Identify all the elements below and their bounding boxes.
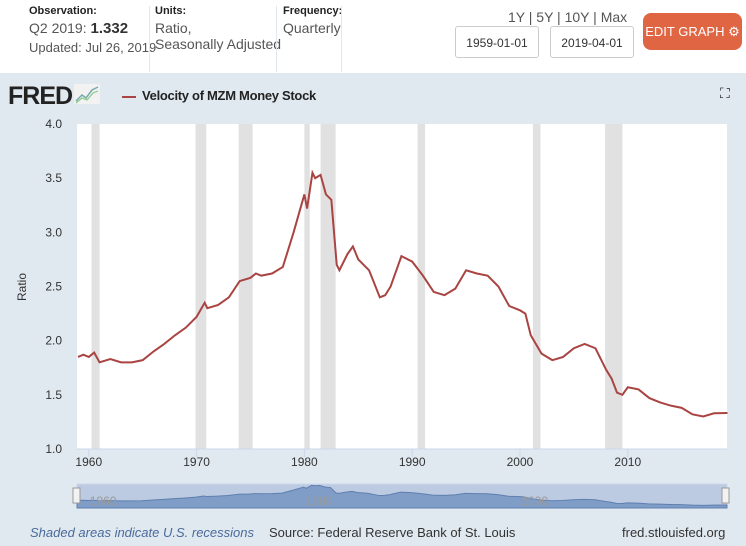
- observation-label: Observation:: [29, 5, 97, 17]
- updated-date: Updated: Jul 26, 2019: [29, 40, 157, 55]
- recession-band: [320, 124, 336, 449]
- y-tick-label: 1.0: [45, 442, 62, 456]
- fullscreen-icon[interactable]: ⛶: [720, 85, 730, 101]
- legend-label: Velocity of MZM Money Stock: [142, 88, 316, 103]
- site-link[interactable]: fred.stlouisfed.org: [622, 525, 726, 540]
- navigator-label: 1960: [90, 494, 117, 508]
- recession-band: [605, 124, 623, 449]
- observation-block: Observation: Q2 2019: 1.332 Updated: Jul…: [29, 5, 156, 55]
- x-tick-label: 2000: [507, 455, 534, 469]
- y-tick-label: 3.0: [45, 225, 62, 239]
- recession-note: Shaded areas indicate U.S. recessions: [30, 525, 255, 540]
- y-tick-label: 4.0: [45, 117, 62, 131]
- edit-graph-button[interactable]: EDIT GRAPH ⚙: [643, 13, 742, 50]
- range-selector: 1Y | 5Y | 10Y | Max: [508, 9, 628, 25]
- recession-band: [532, 124, 541, 449]
- range-1y[interactable]: 1Y: [508, 9, 525, 25]
- divider: [341, 6, 342, 72]
- navigator-label: 1980: [306, 494, 333, 508]
- y-tick-label: 2.0: [45, 334, 62, 348]
- header-bar: Observation: Q2 2019: 1.332 Updated: Jul…: [0, 0, 746, 73]
- y-tick-label: 3.5: [45, 171, 62, 185]
- units-block: Units: Ratio, Seasonally Adjusted: [155, 5, 281, 52]
- x-tick-label: 1960: [75, 455, 102, 469]
- legend-swatch: [122, 95, 136, 98]
- gear-icon: ⚙: [728, 24, 740, 39]
- recession-band: [238, 124, 253, 449]
- x-tick-label: 1970: [183, 455, 210, 469]
- navigator-label: 2000: [521, 494, 548, 508]
- range-10y[interactable]: 10Y: [564, 9, 590, 25]
- edit-graph-label: EDIT GRAPH: [645, 24, 725, 39]
- units-label: Units:: [155, 5, 187, 17]
- series-line: [77, 169, 728, 418]
- navigator-series: [76, 484, 728, 509]
- range-max[interactable]: Max: [600, 9, 628, 25]
- frequency-block: Frequency: Quarterly: [283, 5, 342, 36]
- y-tick-label: 1.5: [45, 388, 62, 402]
- units-line2: Seasonally Adjusted: [155, 36, 282, 52]
- divider: [149, 6, 150, 72]
- x-tick-label: 1990: [399, 455, 426, 469]
- recession-band: [91, 124, 100, 449]
- source-text: Source: Federal Reserve Bank of St. Loui…: [269, 525, 516, 540]
- navigator-handle[interactable]: [721, 487, 730, 504]
- y-tick-label: 2.5: [45, 280, 62, 294]
- recession-band: [195, 124, 207, 449]
- logo-text: FRED: [8, 82, 73, 110]
- observation-period: Q2 2019:: [29, 20, 87, 36]
- recession-band: [417, 124, 426, 449]
- x-tick-label: 2010: [614, 455, 641, 469]
- divider: [276, 6, 277, 72]
- navigator-handle[interactable]: [72, 487, 81, 504]
- fred-logo: FRED: [8, 82, 101, 111]
- recession-band: [304, 124, 310, 449]
- legend: Velocity of MZM Money Stock: [122, 88, 316, 103]
- observation-value: 1.332: [90, 20, 129, 37]
- range-5y[interactable]: 5Y: [536, 9, 554, 25]
- x-tick-label: 1980: [291, 455, 318, 469]
- y-axis-label: Ratio: [15, 273, 29, 301]
- chart-logo-icon: [74, 84, 101, 104]
- plot-area: [77, 124, 727, 449]
- frequency-label: Frequency:: [283, 5, 343, 17]
- units-line1: Ratio,: [155, 20, 192, 36]
- frequency-value: Quarterly: [283, 20, 341, 36]
- start-date-input[interactable]: 1959-01-01: [455, 26, 539, 58]
- end-date-input[interactable]: 2019-04-01: [550, 26, 634, 58]
